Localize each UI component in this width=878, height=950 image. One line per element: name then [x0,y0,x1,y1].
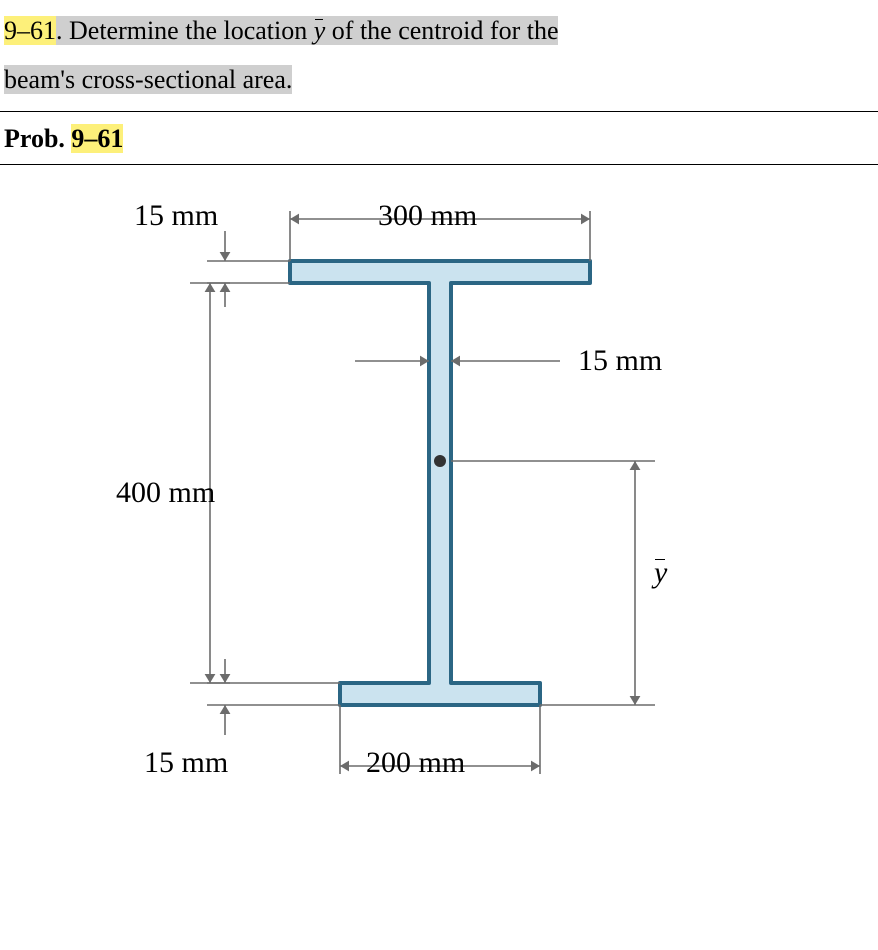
prob-prefix: Prob. [4,124,71,153]
prob-ref-number: 9–61 [71,124,123,153]
problem-text-2: of the centroid for the [325,16,558,45]
figure: 15 mm 300 mm 15 mm 400 mm 15 mm 200 mm y [0,171,878,901]
label-bot-flange-thk: 15 mm [144,746,228,780]
problem-number: 9–61 [4,16,56,45]
label-bot-flange-width: 200 mm [366,746,465,780]
divider [0,111,878,112]
beam-cross-section-svg [0,171,878,901]
problem-variable: y [314,16,326,45]
divider [0,164,878,165]
label-top-flange-thk: 15 mm [134,199,218,233]
label-web-thk: 15 mm [578,344,662,378]
label-top-flange-width: 300 mm [378,199,477,233]
problem-text-3: beam's cross-sectional area. [4,65,292,94]
problem-text-1: . Determine the location [56,16,314,45]
label-ybar: y [654,556,667,589]
problem-statement: 9–61. Determine the location y of the ce… [0,0,878,105]
label-web-height: 400 mm [116,476,215,510]
problem-reference: Prob. 9–61 [0,118,878,158]
